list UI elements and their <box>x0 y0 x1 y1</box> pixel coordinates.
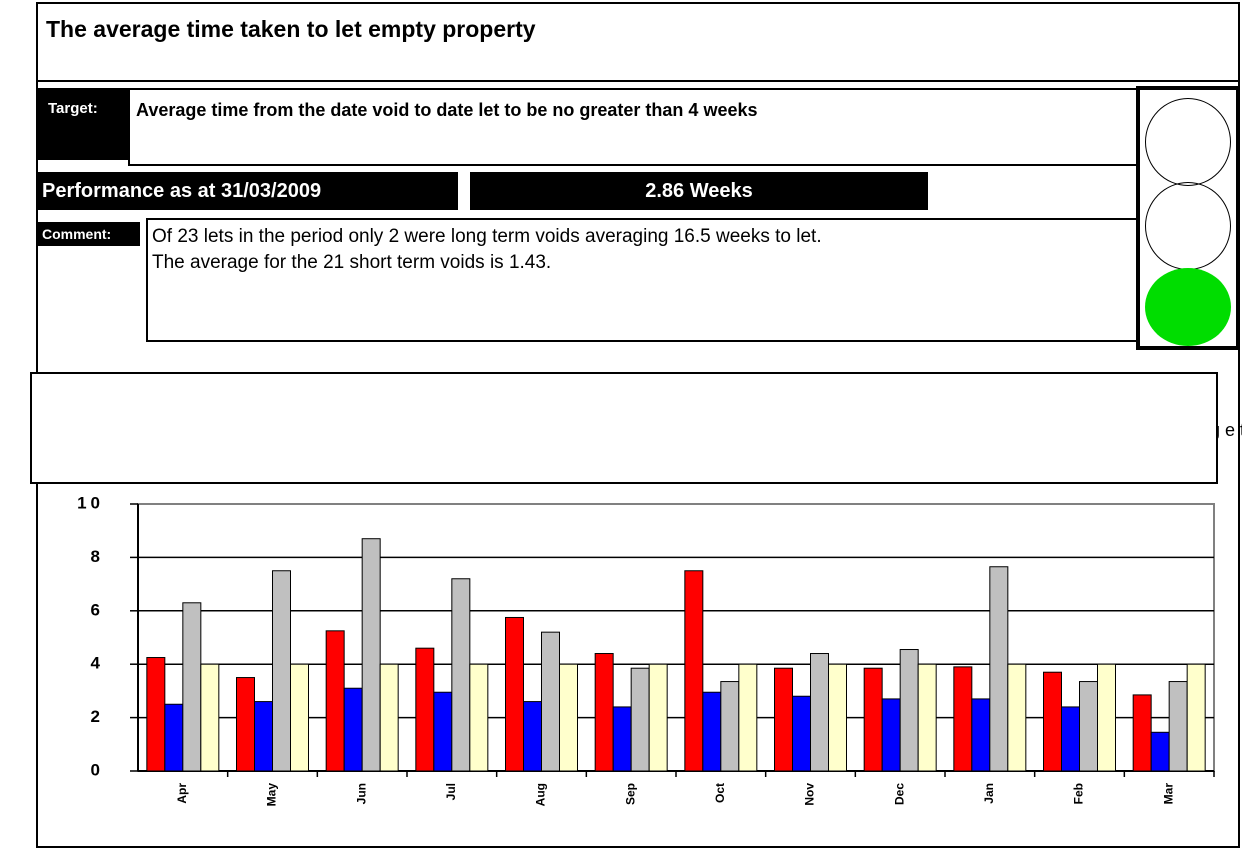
y-tick-label: 0 <box>91 760 104 779</box>
bar <box>648 663 668 772</box>
bar <box>1186 663 1206 772</box>
y-tick-label: 10 <box>77 493 104 512</box>
y-tick-label: 6 <box>91 600 104 619</box>
bar <box>1007 663 1027 772</box>
bar <box>505 616 524 772</box>
bar <box>684 570 704 772</box>
comment-line: Of 23 lets in the period only 2 were lon… <box>152 226 822 247</box>
bar <box>1097 663 1116 772</box>
x-tick-label: Jan <box>982 783 996 804</box>
light-red <box>1145 98 1231 186</box>
title: The average time taken to let empty prop… <box>36 2 1240 82</box>
bar <box>290 663 309 772</box>
comment-line: The average for the 21 short term voids … <box>152 252 552 273</box>
y-tick-label: 4 <box>91 654 104 673</box>
x-tick-label: Aug <box>534 783 548 806</box>
legend <box>30 372 1218 484</box>
x-tick-label: Apr <box>175 783 189 804</box>
bar <box>738 663 758 772</box>
unit: Weeks <box>689 180 753 202</box>
comment-text: Of 23 lets in the period only 2 were lon… <box>146 218 1138 342</box>
x-tick-label: Nov <box>803 783 817 806</box>
comment-label: Comment: <box>36 222 140 246</box>
performance-label: Performance as at 31/03/2009 <box>36 172 458 210</box>
bar <box>559 663 578 772</box>
traffic-light <box>1136 86 1240 350</box>
x-tick-label: Dec <box>892 783 906 805</box>
bar <box>379 663 399 772</box>
x-tick-label: May <box>265 783 279 807</box>
x-tick-label: Oct <box>713 783 727 803</box>
x-tick-label: Jul <box>444 783 458 800</box>
target-text: Average time from the date void to date … <box>128 88 1138 166</box>
performance-value: 2.86 Weeks <box>470 172 928 210</box>
bar <box>469 663 489 772</box>
x-tick-label: Mar <box>1161 783 1175 805</box>
bar <box>200 663 220 772</box>
x-tick-label: Feb <box>1072 783 1086 804</box>
x-tick-label: Sep <box>623 783 637 805</box>
y-tick-label: 8 <box>91 547 104 566</box>
bar <box>917 663 937 772</box>
value: 2.86 <box>645 180 685 202</box>
bar <box>361 538 381 772</box>
target-label: Target: <box>36 88 128 160</box>
light-green <box>1145 268 1231 346</box>
y-tick-label: 2 <box>91 707 104 726</box>
x-tick-label: Jun <box>354 783 368 804</box>
bar <box>828 663 847 772</box>
light-amber <box>1145 182 1231 270</box>
